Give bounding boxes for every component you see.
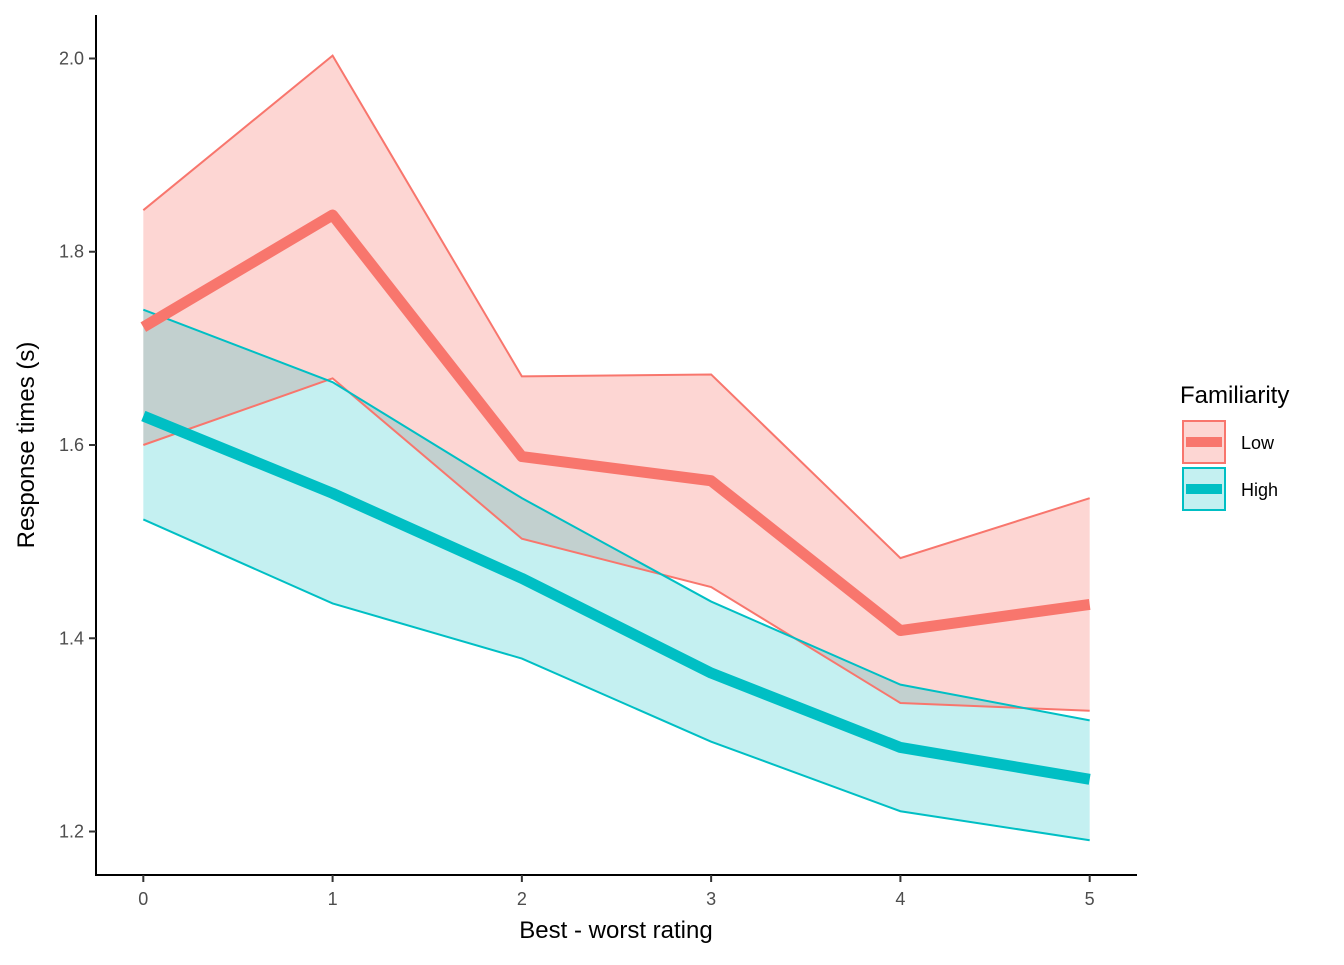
x-ticks: 0 1 2 3 4 5 — [138, 875, 1095, 909]
x-tick-label: 4 — [895, 889, 905, 909]
legend-label-high: High — [1241, 480, 1278, 500]
ribbon-upper-low — [142, 54, 1090, 560]
legend-item-low: Low — [1182, 420, 1275, 464]
y-tick-label: 2.0 — [59, 48, 84, 68]
ribbons-layer — [142, 54, 1090, 842]
ribbon-lower-high — [142, 518, 1090, 842]
y-axis-title: Response times (s) — [13, 342, 40, 549]
ribbon-lower-low — [142, 377, 1090, 712]
lines-layer — [140, 209, 1091, 785]
x-tick-label: 2 — [517, 889, 527, 909]
legend-items: Low High — [1182, 420, 1278, 511]
line-low — [140, 209, 1091, 637]
line-high — [141, 410, 1091, 785]
legend-label-low: Low — [1241, 433, 1275, 453]
x-axis-title: Best - worst rating — [519, 917, 712, 944]
y-tick-label: 1.4 — [59, 628, 84, 648]
ribbon-upper-high — [142, 308, 1090, 722]
x-tick-label: 1 — [328, 889, 338, 909]
y-tick-label: 1.8 — [59, 242, 84, 262]
legend-title: Familiarity — [1180, 382, 1289, 409]
legend-item-high: High — [1182, 467, 1278, 511]
ribbon-high — [143, 309, 1090, 841]
legend: Familiarity Low High — [1180, 382, 1289, 511]
y-tick-label: 1.2 — [59, 822, 84, 842]
x-tick-label: 3 — [706, 889, 716, 909]
x-tick-label: 5 — [1085, 889, 1095, 909]
ribbon-low — [143, 55, 1090, 711]
x-tick-label: 0 — [138, 889, 148, 909]
y-tick-label: 1.6 — [59, 435, 84, 455]
y-ticks: 1.2 1.4 1.6 1.8 2.0 — [59, 48, 96, 842]
